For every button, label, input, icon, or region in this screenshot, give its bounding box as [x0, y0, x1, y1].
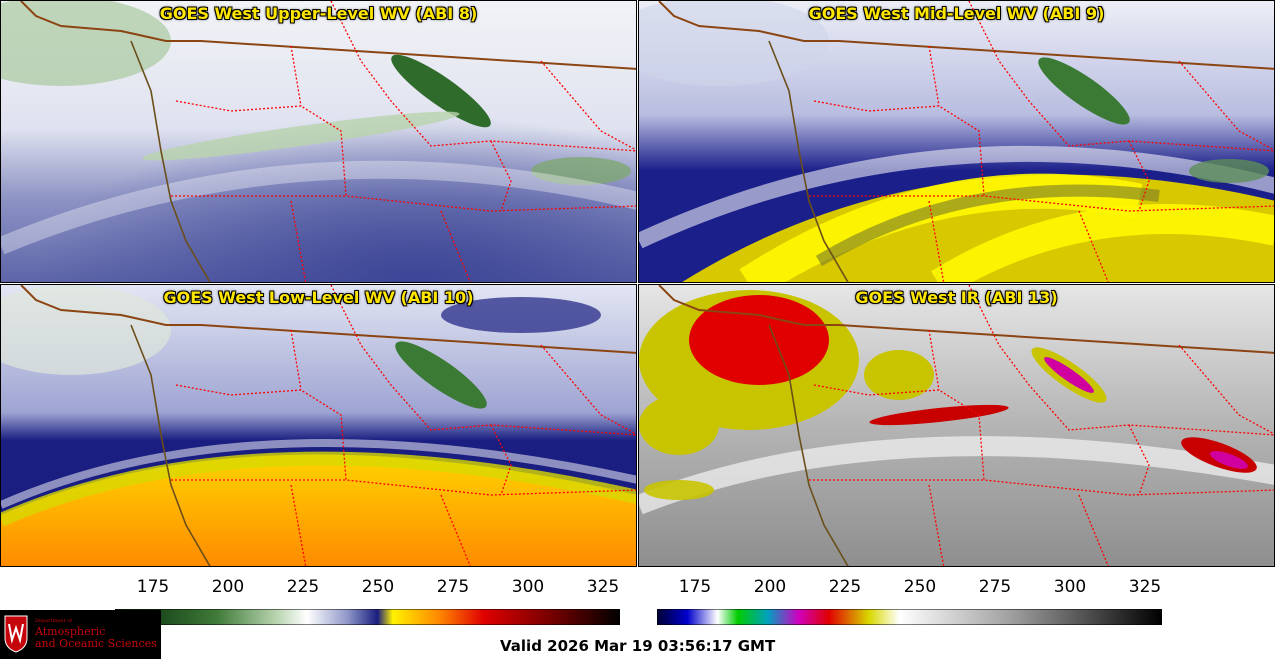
tick-label: 200 [753, 577, 787, 597]
upper-level-wv-image [1, 1, 636, 282]
tick-label: 325 [1128, 577, 1162, 597]
panel-mid-level-wv: GOES West Mid-Level WV (ABI 9) [638, 0, 1275, 283]
tick-label: 250 [361, 577, 395, 597]
uw-crest-icon [4, 615, 28, 653]
panel-low-level-wv: GOES West Low-Level WV (ABI 10) [0, 284, 637, 567]
logo-line-atmospheric: Atmospheric [35, 625, 106, 638]
tick-label: 250 [903, 577, 937, 597]
logo-line-oceanic: and Oceanic Sciences [35, 637, 157, 650]
tick-label: 175 [678, 577, 712, 597]
mid-level-wv-image [639, 1, 1274, 282]
ir-colorbar-ticks: 175 200 225 250 275 300 325 [657, 577, 1162, 599]
logo-name: Atmospheric and Oceanic Sciences [35, 626, 157, 650]
tick-label: 175 [136, 577, 170, 597]
ir-colorbar [657, 609, 1162, 625]
tick-label: 225 [828, 577, 862, 597]
tick-label: 275 [436, 577, 470, 597]
valid-time: Valid 2026 Mar 19 03:56:17 GMT [500, 637, 776, 655]
panel-ir: GOES West IR (ABI 13) [638, 284, 1275, 567]
wv-colorbar [115, 609, 620, 625]
low-level-wv-image [1, 285, 636, 566]
tick-label: 200 [211, 577, 245, 597]
tick-label: 325 [586, 577, 620, 597]
ir-image [639, 285, 1274, 566]
panel-title: GOES West Upper-Level WV (ABI 8) [159, 4, 478, 23]
wv-colorbar-ticks: 175 200 225 250 275 300 325 [115, 577, 620, 599]
panel-upper-level-wv: GOES West Upper-Level WV (ABI 8) [0, 0, 637, 283]
panel-title: GOES West Low-Level WV (ABI 10) [163, 288, 474, 307]
panel-title: GOES West Mid-Level WV (ABI 9) [808, 4, 1105, 23]
tick-label: 275 [978, 577, 1012, 597]
logo-dept-line: Department of [35, 618, 72, 624]
aos-logo: Department of Atmospheric and Oceanic Sc… [0, 610, 161, 659]
tick-label: 300 [1053, 577, 1087, 597]
tick-label: 300 [511, 577, 545, 597]
panel-title: GOES West IR (ABI 13) [855, 288, 1058, 307]
tick-label: 225 [286, 577, 320, 597]
